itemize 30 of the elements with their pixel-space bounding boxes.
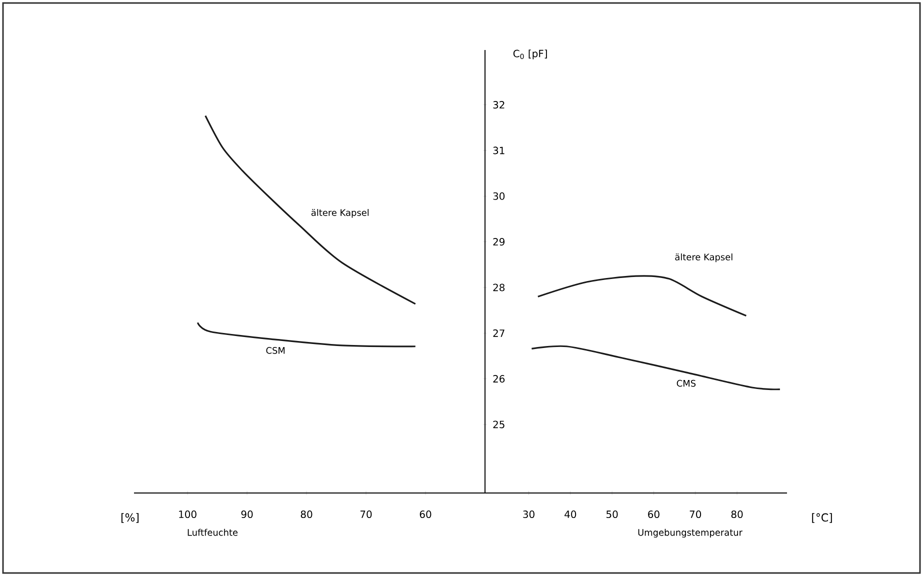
x-tick-label: 60 — [420, 510, 432, 518]
y-axis-title: C$_{0}$ [pF] — [513, 50, 547, 60]
y-tick-label: 32 — [493, 101, 504, 109]
series-label: ältere Kapsel — [675, 253, 732, 262]
x-tick-label: 60 — [648, 510, 660, 518]
line-series — [530, 345, 781, 390]
line-series — [537, 275, 747, 317]
x-tick-label: 70 — [690, 510, 702, 518]
y-tick-label: 31 — [493, 146, 504, 154]
x-tick-label: 30 — [523, 510, 534, 518]
y-tick-label: 27 — [493, 329, 504, 337]
y-tick-label: 29 — [493, 238, 505, 246]
x-tick-label: 70 — [360, 510, 372, 518]
series-label: ältere Kapsel — [311, 209, 369, 218]
x-tick-label: 90 — [241, 510, 253, 518]
y-tick-label: 30 — [493, 192, 505, 200]
x-axis-title: Umgebungstemperatur — [638, 528, 743, 538]
x-tick-label: 50 — [606, 510, 618, 518]
y-tick-label: 25 — [493, 420, 504, 428]
x-tick-label: 40 — [564, 510, 576, 518]
y-tick-label: 26 — [493, 375, 505, 383]
x-tick-label: 80 — [300, 510, 312, 518]
x-tick-label: 100 — [179, 510, 196, 518]
text: [°C] — [812, 513, 832, 523]
y-tick-label: 28 — [493, 284, 505, 292]
text: [%] — [121, 513, 139, 523]
x-axis-title: Luftfeuchte — [188, 528, 238, 536]
series-label: CSM — [266, 347, 285, 354]
x-tick-label: 80 — [731, 510, 743, 518]
series-label: CMS — [676, 380, 696, 387]
